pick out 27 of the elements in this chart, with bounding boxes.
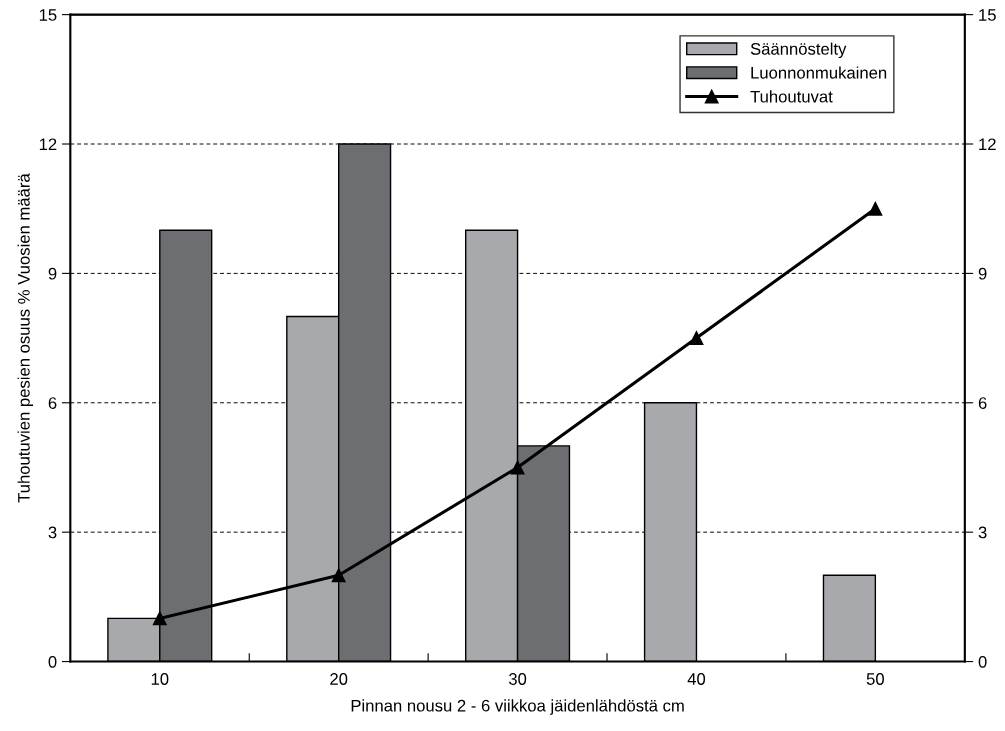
x-tick-label: 20 [330,673,348,685]
point [510,460,525,475]
y2-tick-label: 15 [979,9,996,21]
y2-tick-label: 6 [978,397,987,409]
y2-tick-label: 3 [978,526,987,539]
legend-label: Säännöstelty [750,42,847,59]
point [331,568,346,583]
x-axis-title: Pinnan nousu 2 - 6 viikkoa jäidenlähdöstä cm [351,699,684,715]
y-tick-label: 6 [48,397,57,409]
y2-tick-label: 12 [979,138,996,151]
x-tick-label: 40 [687,673,706,685]
legend-label: Tuhoutuvat [750,90,833,103]
y-tick-label: 15 [39,9,57,21]
point [689,331,704,346]
y2-tick-label: 9 [978,267,987,280]
legend-label: Luonnonmukainen [751,66,887,79]
x-tick-label: 50 [866,673,884,685]
y-tick-label: 9 [48,267,57,280]
y-tick-label: 12 [39,138,57,151]
y-tick-label: 3 [48,526,57,539]
x-tick-label: 10 [151,673,169,685]
y-axis-title: Tuhoutuvien pesien osuus % Vuosien määrä [17,173,34,503]
x-tick-label: 30 [508,673,527,685]
point [868,201,883,216]
y2-tick-label: 0 [978,655,987,668]
y-tick-label: 0 [48,655,57,668]
point [152,611,167,626]
